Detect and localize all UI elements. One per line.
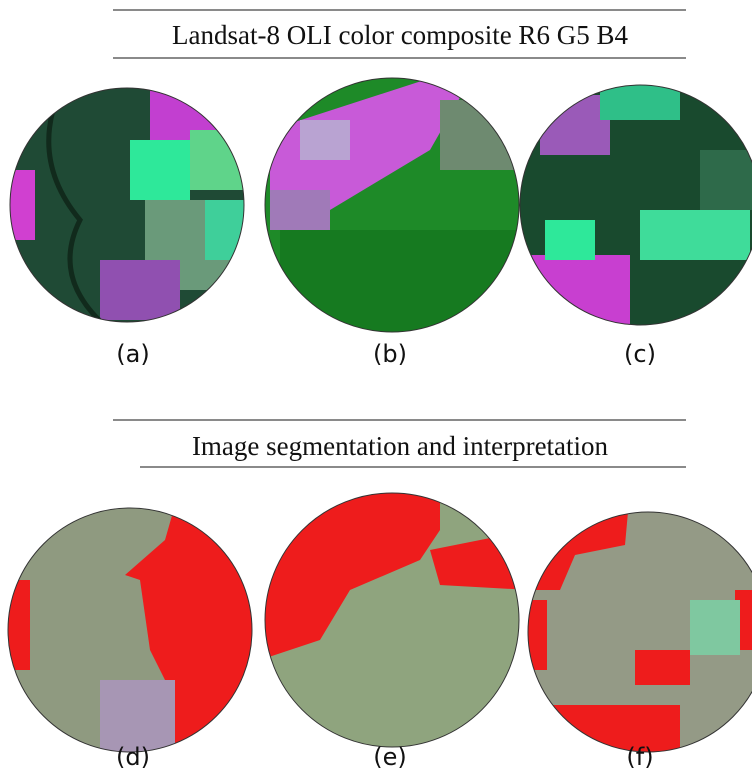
- figure: Landsat-8 OLI color composite R6 G5 B4 (…: [0, 0, 752, 774]
- image-e: [260, 490, 530, 760]
- section-title: Image segmentation and interpretation: [192, 431, 609, 461]
- image-c: [515, 80, 752, 330]
- panel-label: (f): [626, 743, 653, 771]
- panel-label: (d): [116, 743, 150, 771]
- image-d: [0, 505, 260, 765]
- image-f: [525, 490, 752, 765]
- panel-label: (b): [373, 340, 407, 368]
- section-title: Landsat-8 OLI color composite R6 G5 B4: [172, 20, 628, 50]
- panel-label: (c): [624, 340, 656, 368]
- image-b: [260, 75, 530, 345]
- panel-label: (e): [373, 743, 407, 771]
- image-a: [0, 80, 270, 340]
- panel-label: (a): [116, 340, 149, 368]
